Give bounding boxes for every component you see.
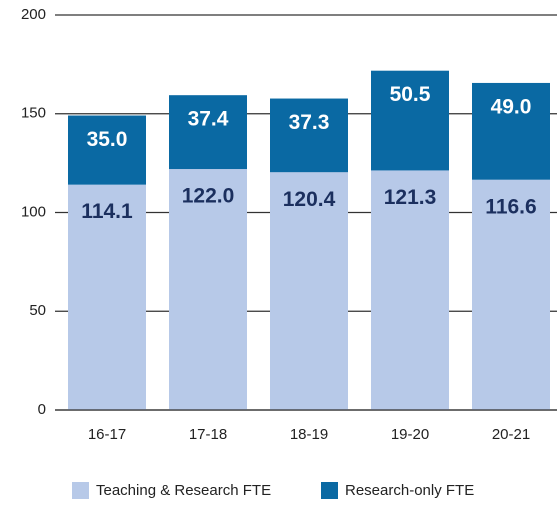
bar-segment bbox=[68, 184, 146, 410]
data-label: 121.3 bbox=[384, 186, 437, 209]
x-tick-label: 17-18 bbox=[189, 426, 227, 443]
data-label: 120.4 bbox=[283, 188, 336, 211]
y-tick-label: 200 bbox=[21, 6, 46, 23]
y-tick-label: 50 bbox=[29, 302, 46, 319]
bar-segment bbox=[169, 95, 247, 170]
bar-segment bbox=[270, 172, 348, 410]
data-label: 35.0 bbox=[87, 128, 128, 151]
legend-label: Teaching & Research FTE bbox=[96, 482, 271, 499]
bar-segment bbox=[371, 70, 449, 171]
x-tick-label: 20-21 bbox=[492, 426, 530, 443]
data-label: 114.1 bbox=[81, 200, 133, 223]
bar-segment bbox=[371, 170, 449, 410]
legend-swatch bbox=[321, 482, 338, 499]
legend-swatch bbox=[72, 482, 89, 499]
data-label: 49.0 bbox=[491, 95, 532, 118]
data-label: 116.6 bbox=[485, 195, 536, 218]
y-tick-label: 0 bbox=[38, 401, 46, 418]
bar-segment bbox=[270, 98, 348, 173]
data-label: 50.5 bbox=[390, 83, 431, 106]
x-tick-label: 16-17 bbox=[88, 426, 126, 443]
bar-segment bbox=[472, 82, 550, 180]
y-tick-label: 100 bbox=[21, 203, 46, 220]
legend-label: Research-only FTE bbox=[345, 482, 474, 499]
y-tick-label: 150 bbox=[21, 105, 46, 122]
bar-segment bbox=[169, 169, 247, 410]
bar-segment bbox=[68, 115, 146, 185]
x-tick-label: 18-19 bbox=[290, 426, 328, 443]
data-label: 122.0 bbox=[182, 185, 235, 208]
data-label: 37.4 bbox=[188, 108, 229, 131]
x-tick-label: 19-20 bbox=[391, 426, 429, 443]
data-label: 37.3 bbox=[289, 111, 330, 134]
bar-segment bbox=[472, 179, 550, 410]
